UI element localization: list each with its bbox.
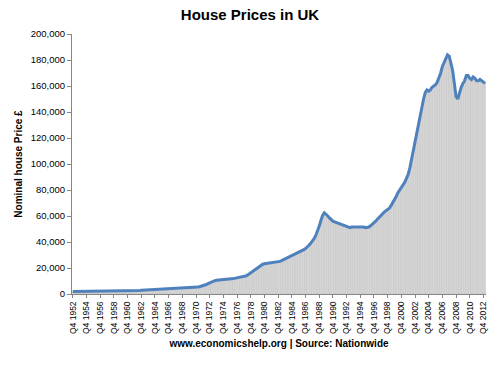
svg-text:Q4 1972: Q4 1972 [204,301,214,334]
svg-text:80,000: 80,000 [36,184,65,195]
svg-text:Q4 1984: Q4 1984 [287,301,297,334]
svg-text:Q4 1986: Q4 1986 [300,301,310,334]
svg-text:Q4 1990: Q4 1990 [328,301,338,334]
svg-text:140,000: 140,000 [31,106,65,117]
svg-text:Q4 1970: Q4 1970 [191,301,201,334]
svg-text:200,000: 200,000 [31,28,65,39]
svg-text:Q4 1964: Q4 1964 [150,301,160,334]
svg-text:Q4 2002: Q4 2002 [410,301,420,334]
svg-text:Q4 1988: Q4 1988 [314,301,324,334]
svg-text:0: 0 [60,288,65,299]
svg-text:Q4 1994: Q4 1994 [355,301,365,334]
svg-text:Q4 1968: Q4 1968 [177,301,187,334]
svg-text:Q4 1996: Q4 1996 [369,301,379,334]
svg-text:www.economicshelp.org | Source: www.economicshelp.org | Source: Nationwi… [168,338,389,349]
svg-text:Q4 1958: Q4 1958 [109,301,119,334]
svg-text:Q4 2012: Q4 2012 [478,301,488,334]
svg-text:Q4 2006: Q4 2006 [437,301,447,334]
svg-text:60,000: 60,000 [36,210,65,221]
svg-text:Q4 1956: Q4 1956 [95,301,105,334]
svg-text:Q4 1992: Q4 1992 [341,301,351,334]
svg-text:100,000: 100,000 [31,158,65,169]
svg-text:Q4 1998: Q4 1998 [382,301,392,334]
svg-text:Q4 1952: Q4 1952 [68,301,78,334]
svg-text:Q4 1978: Q4 1978 [246,301,256,334]
svg-text:Q4 1960: Q4 1960 [122,301,132,334]
svg-text:Q4 2004: Q4 2004 [423,301,433,334]
svg-text:Q4 2010: Q4 2010 [465,301,475,334]
svg-text:Q4 1980: Q4 1980 [259,301,269,334]
svg-text:Q4 1966: Q4 1966 [163,301,173,334]
svg-text:Q4 1982: Q4 1982 [273,301,283,334]
svg-text:Q4 1962: Q4 1962 [136,301,146,334]
svg-text:Q4 2000: Q4 2000 [396,301,406,334]
svg-text:Q4 2008: Q4 2008 [451,301,461,334]
svg-text:Q4 1974: Q4 1974 [218,301,228,334]
svg-text:House Prices in UK: House Prices in UK [181,6,320,23]
svg-text:Q4 1954: Q4 1954 [81,301,91,334]
svg-text:Q4 1976: Q4 1976 [232,301,242,334]
svg-text:180,000: 180,000 [31,54,65,65]
svg-text:20,000: 20,000 [36,262,65,273]
svg-text:Nominal house Price £: Nominal house Price £ [13,110,24,218]
svg-text:40,000: 40,000 [36,236,65,247]
svg-text:120,000: 120,000 [31,132,65,143]
svg-text:160,000: 160,000 [31,80,65,91]
